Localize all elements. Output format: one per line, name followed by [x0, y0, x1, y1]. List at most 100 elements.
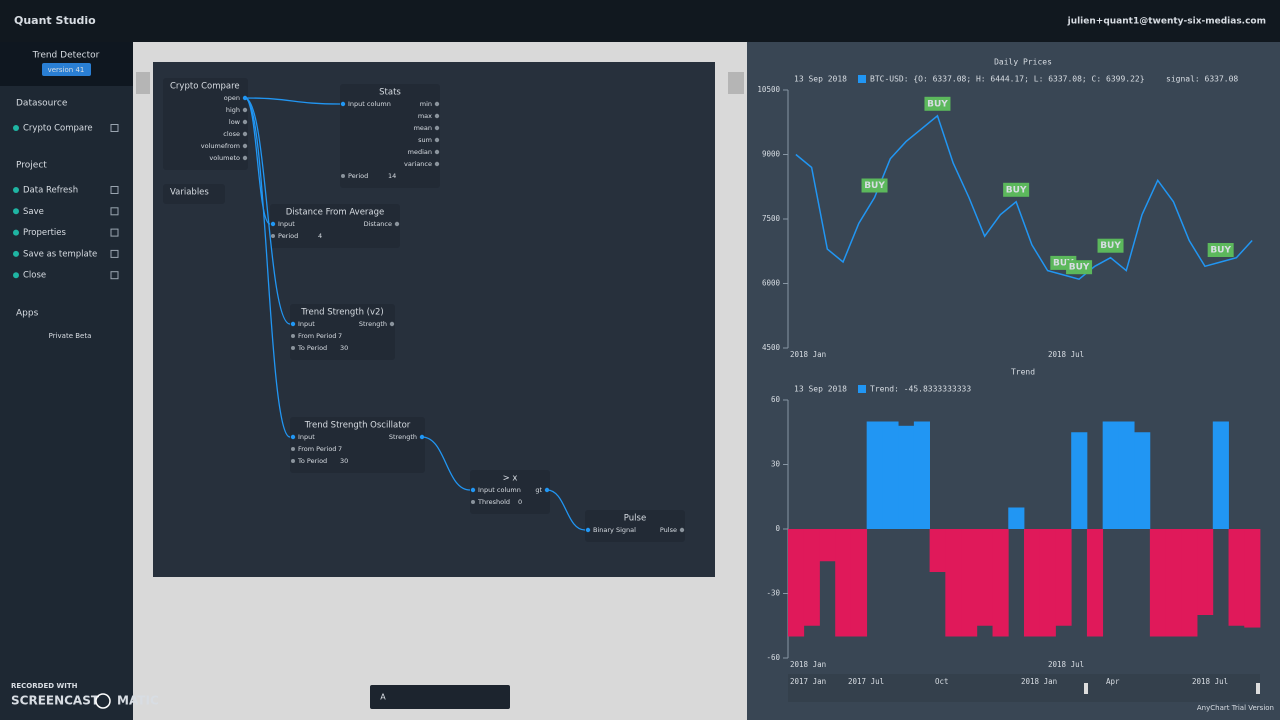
- output-port[interactable]: [242, 143, 248, 149]
- menu-icon[interactable]: [110, 271, 119, 280]
- output-port[interactable]: [394, 221, 400, 227]
- legend-swatch: [858, 385, 866, 393]
- menu-item[interactable]: Close: [23, 271, 46, 281]
- trend-bar: [819, 529, 836, 562]
- param-name: To Period: [297, 457, 327, 465]
- menu-icon[interactable]: [110, 124, 119, 132]
- output-port[interactable]: [434, 149, 440, 155]
- buy-label: BUY: [864, 181, 885, 191]
- app-title[interactable]: Quant Studio: [14, 14, 96, 27]
- param-value: 30: [340, 457, 348, 465]
- menu-icon[interactable]: [110, 249, 119, 258]
- node[interactable]: [585, 510, 685, 542]
- input-label: Input: [278, 220, 295, 228]
- input-label: Input column: [478, 486, 521, 494]
- user-menu[interactable]: julien+quant1@twenty-six-medias.com: [1067, 17, 1266, 27]
- menu-item[interactable]: Crypto Compare: [23, 124, 93, 134]
- trend-bar: [1055, 529, 1072, 626]
- output-port[interactable]: [434, 125, 440, 131]
- node[interactable]: [470, 470, 550, 514]
- output-port[interactable]: [242, 155, 248, 161]
- text-tool[interactable]: A: [380, 693, 386, 702]
- output-port[interactable]: [242, 119, 248, 125]
- y-tick-label: 4500: [762, 343, 781, 352]
- menu-item[interactable]: Private Beta: [49, 332, 92, 340]
- param-port: [291, 459, 295, 463]
- trend-bar: [835, 529, 852, 637]
- price-line: [795, 114, 1253, 281]
- output-port[interactable]: [242, 131, 248, 137]
- trend-bar: [1228, 529, 1245, 626]
- menu-item[interactable]: Save: [23, 207, 44, 217]
- menu-icon[interactable]: [110, 186, 119, 194]
- output-label: Strength: [389, 433, 417, 441]
- node-title: Trend Strength Oscillator: [304, 421, 411, 431]
- sidebar: [0, 42, 133, 720]
- menu-item[interactable]: Data Refresh: [23, 186, 78, 196]
- output-port[interactable]: [242, 107, 248, 113]
- scroller-handle[interactable]: [1084, 683, 1088, 694]
- collapse-right[interactable]: [728, 72, 744, 94]
- node[interactable]: [163, 78, 248, 170]
- output-label: Pulse: [660, 526, 677, 534]
- menu-item[interactable]: Save as template: [23, 249, 97, 259]
- scroller-label: 2017 Jan: [790, 677, 826, 686]
- output-port[interactable]: [434, 161, 440, 167]
- node[interactable]: [290, 417, 425, 473]
- output-port[interactable]: [434, 113, 440, 119]
- input-port[interactable]: [290, 434, 296, 440]
- param-port: [291, 447, 295, 451]
- project-name: Trend Detector: [32, 51, 100, 61]
- menu-item[interactable]: Properties: [23, 228, 67, 238]
- menu-icon[interactable]: [110, 228, 119, 237]
- input-label: Input column: [348, 100, 391, 108]
- scroller[interactable]: [788, 674, 1260, 702]
- y-tick-label: 0: [775, 524, 780, 533]
- trend-bar: [1024, 529, 1041, 637]
- node-title: Stats: [379, 88, 401, 98]
- scroller-handle[interactable]: [1256, 683, 1260, 694]
- node[interactable]: [290, 304, 395, 360]
- price-title: Daily Prices: [994, 58, 1052, 67]
- input-port[interactable]: [290, 321, 296, 327]
- node-title: Pulse: [624, 514, 646, 524]
- input-port[interactable]: [585, 527, 591, 533]
- scroller-label: 2017 Jul: [848, 677, 884, 686]
- collapse-left[interactable]: [136, 72, 150, 94]
- param-value: 7: [338, 445, 342, 453]
- scroller-label: Apr: [1106, 677, 1120, 686]
- input-port[interactable]: [270, 221, 276, 227]
- watermark-brand: MATIC: [117, 694, 159, 708]
- input-label: Input: [298, 320, 315, 328]
- output-port[interactable]: [389, 321, 395, 327]
- output-port[interactable]: [679, 527, 685, 533]
- param-name: Period: [278, 232, 298, 240]
- output-label: median: [408, 148, 432, 156]
- price-legend: BTC-USD: {O: 6337.08; H: 6444.17; L: 633…: [870, 75, 1145, 84]
- node[interactable]: [340, 84, 440, 188]
- param-name: From Period: [298, 332, 336, 340]
- param-value: 7: [338, 332, 342, 340]
- output-port[interactable]: [434, 137, 440, 143]
- section-title: Datasource: [16, 99, 68, 109]
- node[interactable]: [270, 204, 400, 248]
- trend-bar: [1149, 529, 1166, 637]
- y-tick-label: 7500: [762, 214, 781, 223]
- node[interactable]: [163, 184, 225, 204]
- node-title: Trend Strength (v2): [300, 308, 384, 318]
- trend-bar: [992, 529, 1009, 637]
- trend-bar: [1102, 421, 1119, 529]
- trend-bar: [1212, 421, 1229, 529]
- y-tick-label: -30: [766, 589, 780, 598]
- buy-label: BUY: [927, 99, 948, 109]
- output-port[interactable]: [434, 101, 440, 107]
- buy-signal: [1003, 182, 1030, 197]
- input-port[interactable]: [470, 487, 476, 493]
- trend-bar: [1244, 529, 1261, 628]
- input-port[interactable]: [340, 101, 346, 107]
- trend-bar: [1197, 529, 1214, 615]
- link: [421, 436, 471, 491]
- trend-date: 13 Sep 2018: [794, 385, 847, 394]
- menu-icon[interactable]: [110, 207, 119, 216]
